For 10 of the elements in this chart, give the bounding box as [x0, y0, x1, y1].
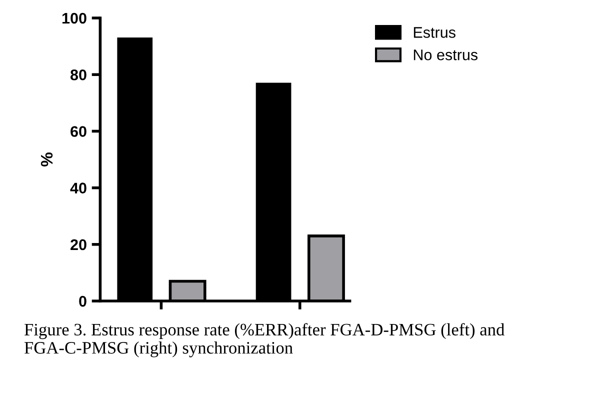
y-tick-label: 40 — [70, 182, 86, 194]
y-tick-label: 100 — [62, 12, 86, 24]
y-tick-label: 0 — [79, 296, 86, 307]
legend-label: Estrus — [414, 27, 456, 38]
y-tick-label: 20 — [70, 239, 86, 250]
legend-label: No estrus — [414, 50, 478, 60]
y-tick-label: 60 — [70, 126, 86, 137]
y-tick-label: 80 — [70, 69, 86, 80]
caption: Figure 3. Estrus response rate (%ERR)after FGA-D-PMSG (left) and FGA-C-PMSG (right) synchronization — [24, 323, 504, 358]
y-axis-title: % — [40, 152, 53, 167]
